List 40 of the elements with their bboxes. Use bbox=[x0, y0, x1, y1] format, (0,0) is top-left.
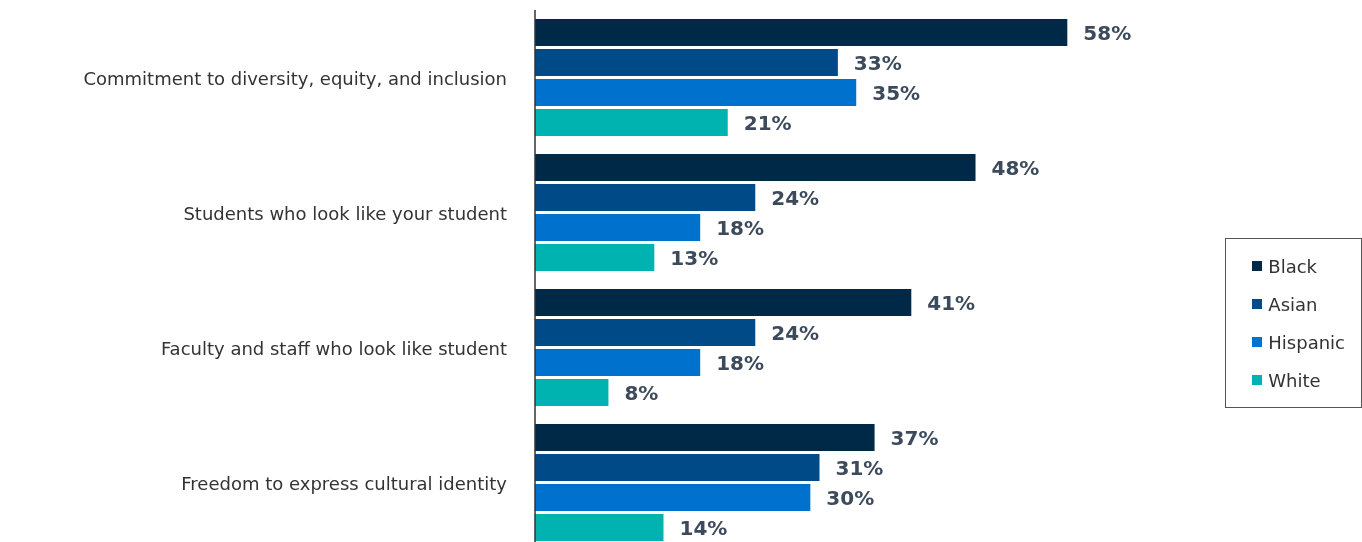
bar bbox=[535, 424, 875, 451]
y-tick-label: Students who look like your student bbox=[183, 202, 507, 224]
data-label: 13% bbox=[670, 245, 719, 270]
bar bbox=[535, 184, 756, 211]
data-label: 14% bbox=[679, 515, 728, 540]
y-tick-label: Faculty and staff who look like student bbox=[160, 337, 507, 359]
bar bbox=[535, 154, 976, 181]
bar bbox=[535, 379, 609, 406]
bar bbox=[535, 454, 820, 481]
data-label: 18% bbox=[716, 350, 765, 375]
data-label: 41% bbox=[927, 290, 976, 315]
bar bbox=[535, 514, 664, 541]
data-label: 35% bbox=[872, 80, 921, 105]
bar bbox=[535, 484, 811, 511]
bar bbox=[535, 319, 756, 346]
data-label: 37% bbox=[890, 425, 939, 450]
bar bbox=[535, 79, 857, 106]
legend-label: Black bbox=[1268, 255, 1318, 277]
data-label: 21% bbox=[743, 110, 792, 135]
bar bbox=[535, 244, 655, 271]
data-label: 24% bbox=[771, 185, 820, 210]
data-label: 30% bbox=[826, 485, 875, 510]
y-tick-label: Commitment to diversity, equity, and inclusion bbox=[83, 67, 507, 89]
data-label: 58% bbox=[1083, 20, 1132, 45]
bar bbox=[535, 109, 728, 136]
bar bbox=[535, 49, 838, 76]
data-label: 18% bbox=[716, 215, 765, 240]
bar bbox=[535, 19, 1068, 46]
data-label: 8% bbox=[624, 380, 659, 405]
y-tick-label: Freedom to express cultural identity bbox=[181, 472, 508, 494]
data-label: 24% bbox=[771, 320, 820, 345]
legend-label: Hispanic bbox=[1268, 331, 1345, 353]
legend-label: White bbox=[1268, 369, 1321, 391]
data-label: 48% bbox=[991, 155, 1040, 180]
data-label: 31% bbox=[835, 455, 884, 480]
data-label: 33% bbox=[853, 50, 902, 75]
legend-label: Asian bbox=[1268, 293, 1318, 315]
bar bbox=[535, 214, 701, 241]
bar bbox=[535, 289, 912, 316]
bar bbox=[535, 349, 701, 376]
